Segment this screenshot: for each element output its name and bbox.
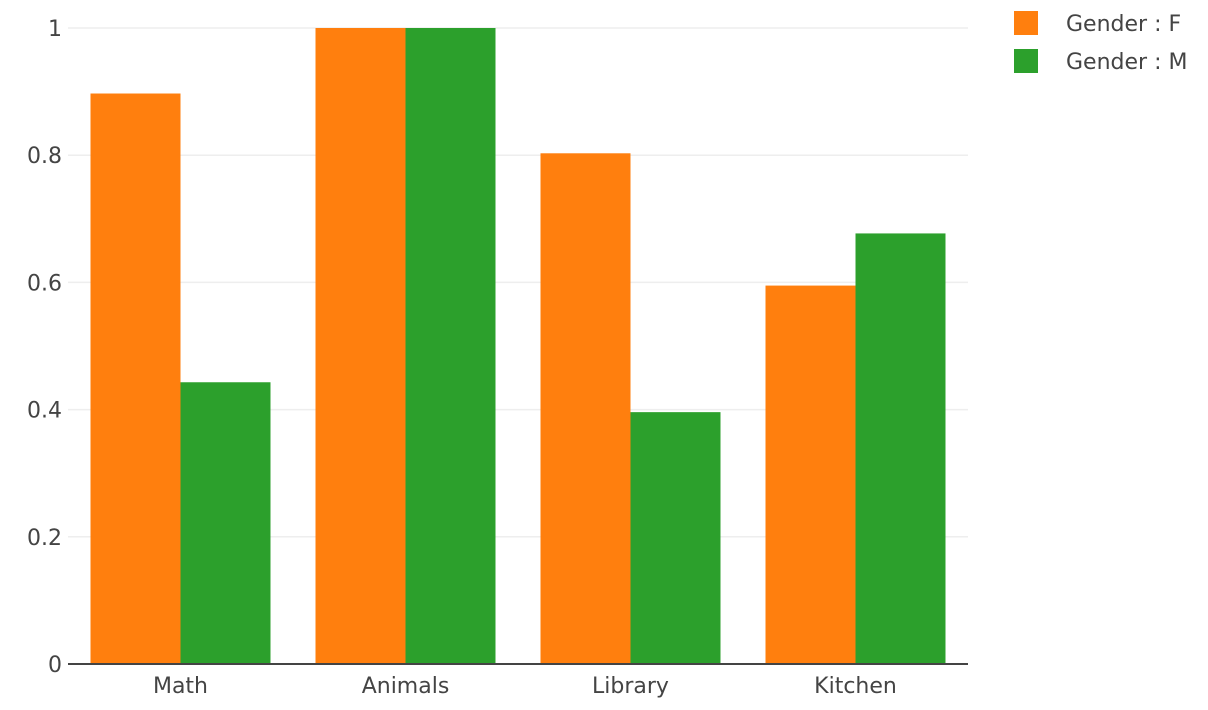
bar-library-m[interactable] bbox=[630, 412, 721, 664]
legend-swatch bbox=[1014, 11, 1038, 35]
legend-label: Gender : F bbox=[1066, 12, 1181, 37]
y-tick-label: 0.6 bbox=[27, 271, 62, 296]
bar-math-m[interactable] bbox=[180, 382, 271, 664]
y-tick-label: 0.8 bbox=[27, 144, 62, 169]
legend-item-m[interactable]: Gender : M bbox=[1014, 49, 1187, 75]
bar-kitchen-f[interactable] bbox=[765, 285, 856, 664]
bar-library-f[interactable] bbox=[540, 153, 631, 665]
legend-item-f[interactable]: Gender : F bbox=[1014, 11, 1181, 37]
y-axis-ticks: 0 0.2 0.4 0.6 0.8 1 bbox=[27, 17, 62, 678]
x-tick-label: Kitchen bbox=[814, 674, 897, 699]
legend-swatch bbox=[1014, 49, 1038, 73]
y-tick-label: 1 bbox=[48, 17, 62, 42]
x-tick-label: Math bbox=[153, 674, 208, 699]
bar-math-f[interactable] bbox=[90, 93, 181, 665]
bar-animals-m[interactable] bbox=[405, 28, 496, 664]
y-tick-label: 0.4 bbox=[27, 399, 62, 424]
y-tick-label: 0 bbox=[48, 653, 62, 678]
x-tick-label: Library bbox=[592, 674, 669, 699]
x-tick-label: Animals bbox=[362, 674, 450, 699]
y-tick-label: 0.2 bbox=[27, 526, 62, 551]
bar-kitchen-m[interactable] bbox=[855, 233, 946, 665]
legend[interactable]: Gender : F Gender : M bbox=[1014, 11, 1187, 75]
bars bbox=[90, 28, 946, 665]
bar-animals-f[interactable] bbox=[315, 28, 406, 664]
legend-label: Gender : M bbox=[1066, 50, 1187, 75]
x-axis-ticks: Math Animals Library Kitchen bbox=[153, 674, 897, 699]
